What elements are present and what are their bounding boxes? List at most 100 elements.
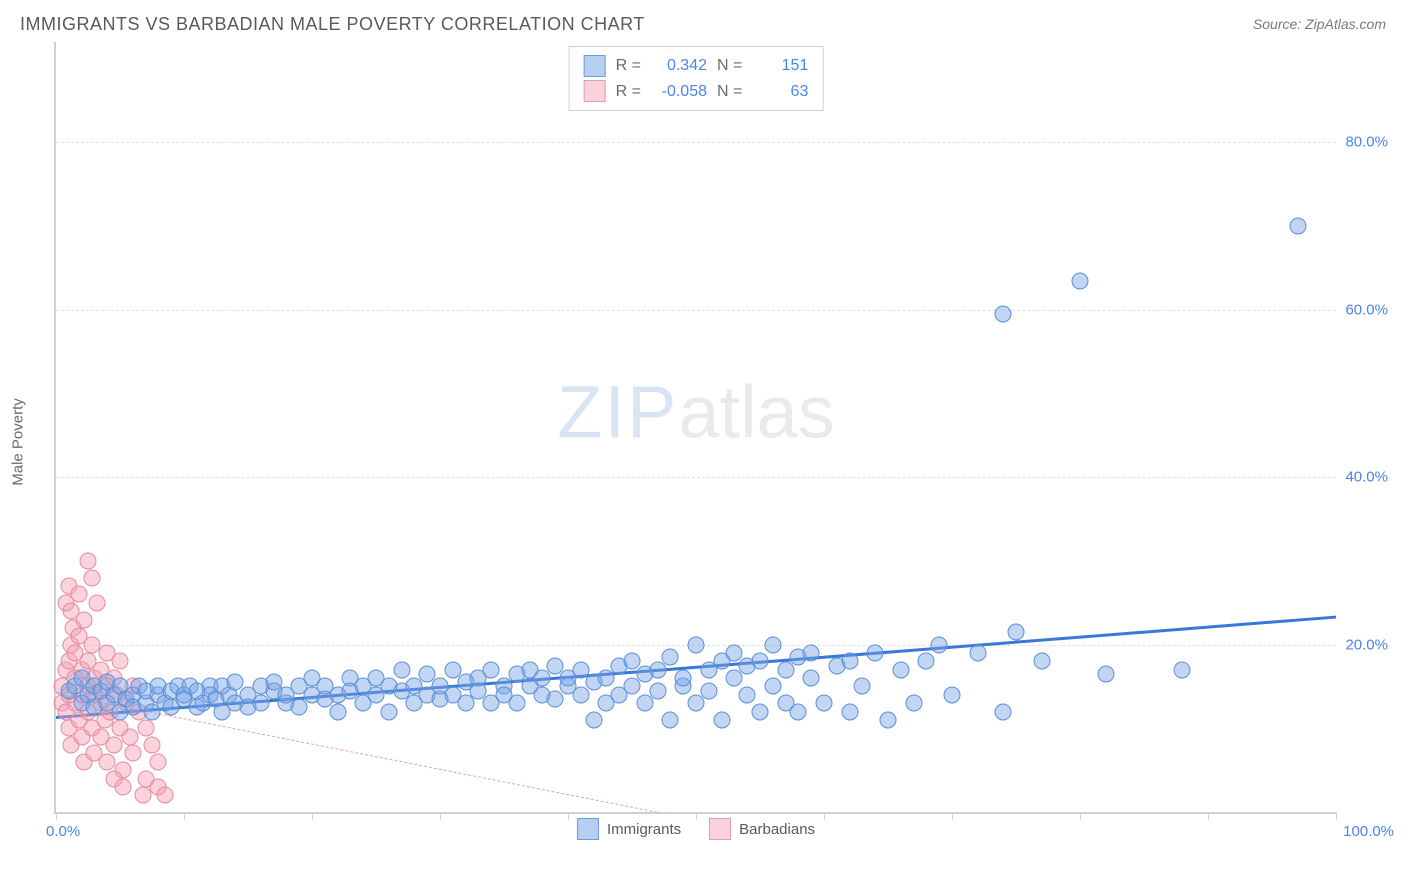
- x-tick: [824, 812, 825, 820]
- data-point-immigrants: [393, 661, 410, 678]
- n-value-barbadians: 63: [752, 79, 808, 105]
- data-point-immigrants: [1174, 661, 1191, 678]
- x-tick: [184, 812, 185, 820]
- data-point-immigrants: [380, 703, 397, 720]
- data-point-immigrants: [726, 670, 743, 687]
- data-point-barbadians: [83, 636, 100, 653]
- data-point-immigrants: [624, 678, 641, 695]
- source-attribution: Source: ZipAtlas.com: [1253, 16, 1386, 32]
- data-point-immigrants: [1033, 653, 1050, 670]
- data-point-immigrants: [739, 686, 756, 703]
- data-point-immigrants: [662, 711, 679, 728]
- data-point-immigrants: [534, 670, 551, 687]
- data-point-barbadians: [122, 728, 139, 745]
- data-point-immigrants: [1097, 665, 1114, 682]
- x-tick: [696, 812, 697, 820]
- data-point-immigrants: [841, 653, 858, 670]
- plot-area: ZIPatlas R = 0.342 N = 151 R = -0.058 N …: [54, 42, 1336, 814]
- x-tick: [1080, 812, 1081, 820]
- legend-item-barbadians: Barbadians: [709, 818, 815, 840]
- data-point-immigrants: [688, 695, 705, 712]
- x-tick: [1336, 812, 1337, 820]
- data-point-immigrants: [508, 695, 525, 712]
- data-point-immigrants: [995, 703, 1012, 720]
- data-point-immigrants: [688, 636, 705, 653]
- data-point-immigrants: [291, 699, 308, 716]
- data-point-barbadians: [150, 753, 167, 770]
- data-point-immigrants: [918, 653, 935, 670]
- stats-row-immigrants: R = 0.342 N = 151: [584, 53, 809, 79]
- x-axis-end-label: 100.0%: [1343, 823, 1394, 840]
- data-point-immigrants: [764, 636, 781, 653]
- stats-legend: R = 0.342 N = 151 R = -0.058 N = 63: [569, 46, 824, 111]
- data-point-immigrants: [598, 670, 615, 687]
- data-point-immigrants: [329, 703, 346, 720]
- data-point-immigrants: [841, 703, 858, 720]
- x-tick: [568, 812, 569, 820]
- data-point-immigrants: [777, 661, 794, 678]
- data-point-immigrants: [854, 678, 871, 695]
- x-tick: [312, 812, 313, 820]
- y-tick-label: 20.0%: [1345, 636, 1388, 653]
- y-tick-label: 80.0%: [1345, 134, 1388, 151]
- data-point-barbadians: [112, 653, 129, 670]
- data-point-immigrants: [636, 695, 653, 712]
- data-point-immigrants: [1008, 624, 1025, 641]
- x-tick: [952, 812, 953, 820]
- data-point-barbadians: [99, 753, 116, 770]
- data-point-immigrants: [944, 686, 961, 703]
- data-point-immigrants: [572, 686, 589, 703]
- y-tick-label: 60.0%: [1345, 301, 1388, 318]
- data-point-barbadians: [137, 720, 154, 737]
- y-axis-label: Male Poverty: [10, 398, 27, 486]
- data-point-barbadians: [144, 737, 161, 754]
- n-value-immigrants: 151: [752, 53, 808, 79]
- data-point-barbadians: [135, 787, 152, 804]
- data-point-immigrants: [713, 711, 730, 728]
- data-point-immigrants: [867, 644, 884, 661]
- gridline: [56, 310, 1336, 311]
- data-point-immigrants: [752, 703, 769, 720]
- swatch-immigrants-icon: [577, 818, 599, 840]
- stats-row-barbadians: R = -0.058 N = 63: [584, 79, 809, 105]
- data-point-barbadians: [124, 745, 141, 762]
- data-point-immigrants: [675, 670, 692, 687]
- data-point-immigrants: [547, 691, 564, 708]
- r-value-barbadians: -0.058: [651, 79, 707, 105]
- data-point-immigrants: [969, 644, 986, 661]
- data-point-immigrants: [816, 695, 833, 712]
- data-point-barbadians: [71, 586, 88, 603]
- data-point-immigrants: [1289, 218, 1306, 235]
- r-value-immigrants: 0.342: [651, 53, 707, 79]
- data-point-immigrants: [803, 644, 820, 661]
- data-point-immigrants: [700, 682, 717, 699]
- data-point-immigrants: [790, 703, 807, 720]
- gridline: [56, 477, 1336, 478]
- data-point-immigrants: [649, 661, 666, 678]
- data-point-immigrants: [764, 678, 781, 695]
- x-tick: [440, 812, 441, 820]
- gridline: [56, 142, 1336, 143]
- data-point-immigrants: [892, 661, 909, 678]
- data-point-immigrants: [483, 661, 500, 678]
- data-point-immigrants: [931, 636, 948, 653]
- chart-title: IMMIGRANTS VS BARBADIAN MALE POVERTY COR…: [20, 14, 645, 35]
- data-point-immigrants: [1072, 272, 1089, 289]
- data-point-immigrants: [649, 682, 666, 699]
- legend-item-immigrants: Immigrants: [577, 818, 681, 840]
- data-point-barbadians: [83, 569, 100, 586]
- series-legend: Immigrants Barbadians: [577, 818, 815, 840]
- data-point-immigrants: [662, 649, 679, 666]
- watermark: ZIPatlas: [557, 369, 834, 454]
- data-point-barbadians: [80, 552, 97, 569]
- x-tick: [1208, 812, 1209, 820]
- data-point-immigrants: [752, 653, 769, 670]
- data-point-barbadians: [63, 603, 80, 620]
- swatch-barbadians-icon: [709, 818, 731, 840]
- swatch-barbadians-icon: [584, 80, 606, 102]
- y-tick-label: 40.0%: [1345, 469, 1388, 486]
- data-point-immigrants: [585, 711, 602, 728]
- data-point-barbadians: [114, 778, 131, 795]
- data-point-immigrants: [905, 695, 922, 712]
- x-tick: [56, 812, 57, 820]
